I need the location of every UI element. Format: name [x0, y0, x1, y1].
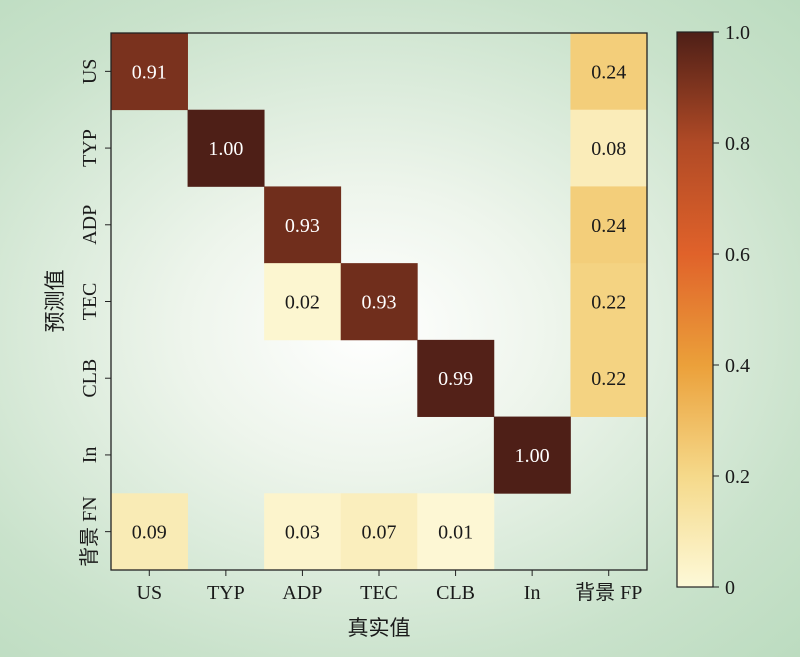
cell-value-label: 0.02 [285, 292, 320, 314]
heatmap-cell [111, 493, 188, 571]
heatmap-cell [570, 263, 648, 341]
heatmap-cell [264, 186, 342, 264]
colorbar-ticks: 0 0.2 0.4 0.6 0.8 1.0 [713, 22, 750, 599]
x-tick-label: TEC [360, 582, 398, 604]
cell-value-label: 0.01 [438, 522, 473, 544]
colorbar [676, 31, 714, 588]
x-tick-label: CLB [436, 582, 475, 604]
heatmap-cell [264, 493, 342, 571]
y-tick-label: TEC [79, 283, 101, 321]
y-axis-label: 预测值 [43, 270, 67, 333]
cell-value-label: 0.22 [591, 292, 626, 314]
heatmap-cell [111, 33, 188, 111]
cell-value-label: 0.24 [591, 215, 626, 237]
x-tick-label: US [137, 582, 163, 604]
x-axis-label: 真实值 [348, 616, 411, 640]
heatmap-cell [493, 416, 571, 494]
y-tick-label: TYP [79, 129, 101, 167]
cell-value-label: 0.99 [438, 368, 473, 390]
heatmap-cells [111, 33, 648, 571]
x-tick-label: In [524, 582, 541, 604]
colorbar-tick-label: 0.4 [725, 355, 750, 377]
cell-value-label: 0.08 [591, 138, 626, 160]
heatmap-cell [340, 493, 418, 571]
colorbar-tick-label: 0.8 [725, 133, 750, 155]
x-axis-ticks: US TYP ADP TEC CLB In 背景 FP [137, 570, 642, 604]
cell-value-label: 0.07 [362, 522, 397, 544]
colorbar-tick-label: 0.2 [725, 466, 750, 488]
y-tick-label: CLB [79, 359, 101, 398]
heatmap-cell [570, 109, 648, 187]
cell-value-label: 0.93 [362, 292, 397, 314]
x-tick-label: 背景 FP [575, 581, 642, 604]
heatmap-cell [570, 186, 648, 264]
y-tick-label: 背景 FN [78, 496, 101, 567]
x-tick-label: ADP [282, 582, 322, 604]
x-tick-label: TYP [207, 582, 245, 604]
y-tick-label: In [79, 447, 101, 464]
cell-value-label: 0.22 [591, 368, 626, 390]
cell-value-label: 0.93 [285, 215, 320, 237]
heatmap-cell [570, 33, 648, 111]
cell-value-label: 0.09 [132, 522, 167, 544]
heatmap-cell [340, 263, 418, 341]
heatmap-cell [417, 493, 495, 571]
y-axis-ticks: US TYP ADP TEC CLB In 背景 FN [78, 59, 111, 567]
colorbar-tick-label: 1.0 [725, 22, 750, 44]
heatmap-cell [187, 109, 265, 187]
colorbar-tick-label: 0 [725, 577, 735, 599]
cell-value-label: 1.00 [208, 138, 243, 160]
cell-value-label: 0.91 [132, 61, 167, 83]
heatmap-cell [264, 263, 342, 341]
heatmap-cell [570, 339, 648, 417]
y-tick-label: ADP [79, 205, 101, 245]
heatmap-cell-labels: 0.91 0.24 1.00 0.08 0.93 0.24 0.02 0.93 0.22 0.99… [132, 61, 626, 543]
cell-value-label: 0.03 [285, 522, 320, 544]
heatmap-cell [417, 339, 495, 417]
cell-value-label: 1.00 [515, 445, 550, 467]
cell-value-label: 0.24 [591, 61, 626, 83]
y-tick-label: US [79, 59, 101, 85]
colorbar-tick-label: 0.6 [725, 244, 750, 266]
